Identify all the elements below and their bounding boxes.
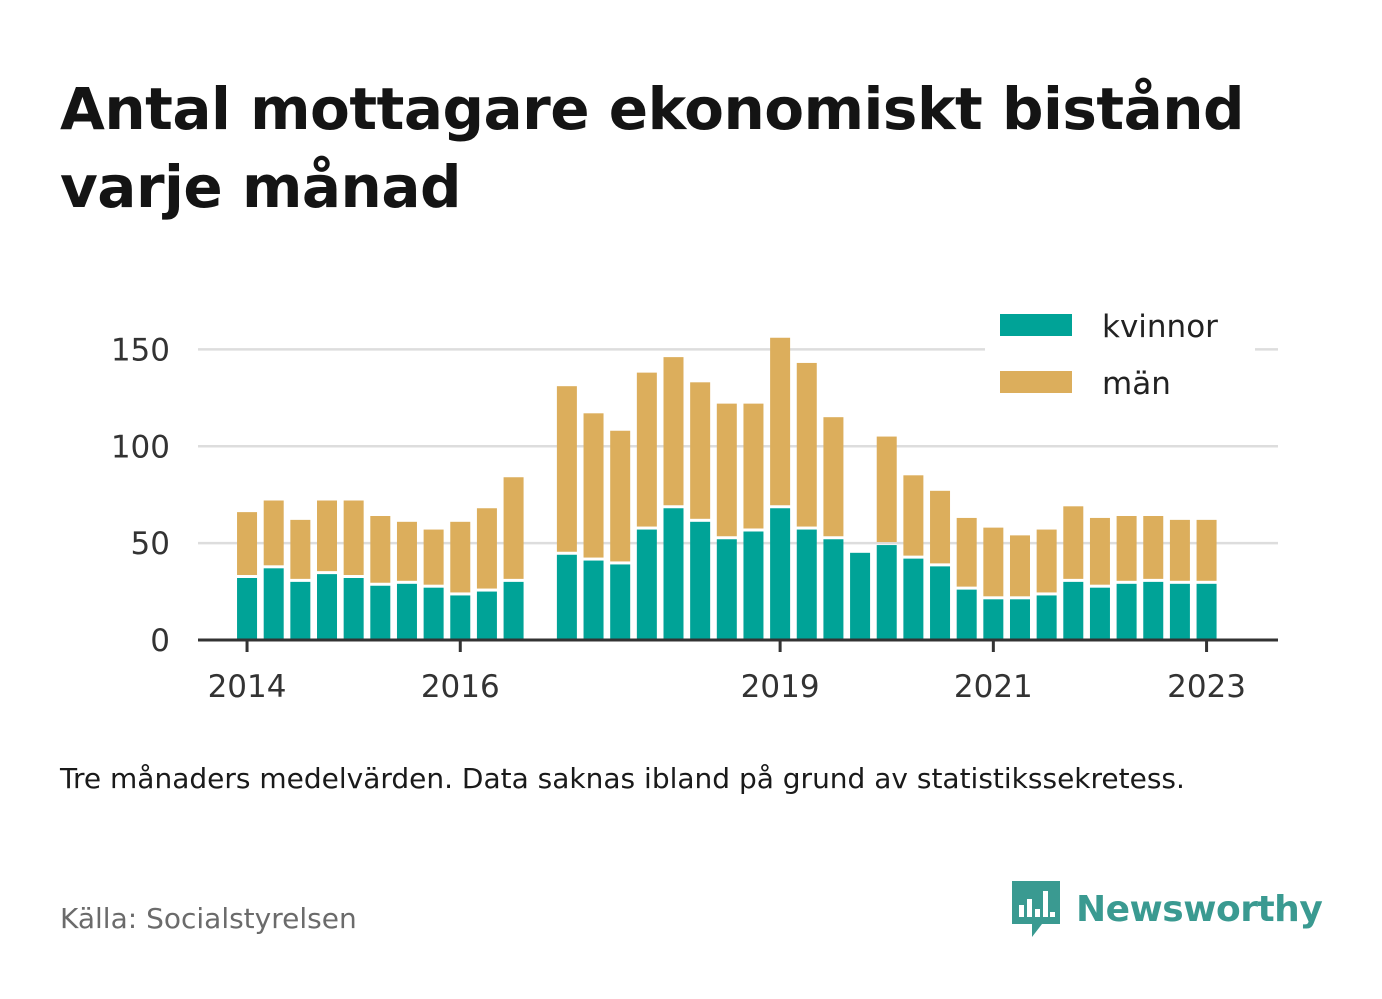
bar-man-14[interactable] [636,372,657,527]
source-credit: Källa: Socialstyrelsen [60,902,357,935]
bar-man-18[interactable] [743,403,764,529]
bar-man-27[interactable] [983,527,1004,597]
bar-kvinnor-25[interactable] [930,566,951,640]
x-tick-label-2023: 2023 [1167,669,1246,705]
bar-kvinnor-14[interactable] [636,529,657,640]
bar-kvinnor-30[interactable] [1063,581,1084,640]
bar-man-4[interactable] [343,500,364,576]
bar-man-3[interactable] [317,500,338,572]
legend: kvinnor män [985,304,1255,404]
bar-man-32[interactable] [1116,516,1137,581]
y-tick-label-50: 50 [131,526,170,562]
bar-kvinnor-8[interactable] [450,595,471,640]
bar-kvinnor-34[interactable] [1169,583,1190,640]
bar-man-9[interactable] [476,508,497,589]
bar-kvinnor-4[interactable] [343,578,364,640]
bar-man-23[interactable] [876,436,897,543]
bar-kvinnor-17[interactable] [716,539,737,640]
bar-man-31[interactable] [1089,517,1110,585]
bar-kvinnor-32[interactable] [1116,583,1137,640]
y-tick-label-0: 0 [150,623,170,659]
bar-man-34[interactable] [1169,519,1190,581]
bar-man-7[interactable] [423,529,444,585]
bar-man-30[interactable] [1063,506,1084,579]
chart-note: Tre månaders medelvärden. Data saknas ib… [60,762,1185,795]
bar-man-12[interactable] [583,413,604,558]
x-tick-label-2019: 2019 [741,669,820,705]
bar-kvinnor-9[interactable] [476,591,497,640]
bar-kvinnor-31[interactable] [1089,587,1110,640]
chart-title: Antal mottagare ekonomiskt bistånd varje… [60,75,1245,221]
bar-man-20[interactable] [796,362,817,527]
bar-man-13[interactable] [610,430,631,562]
bar-man-21[interactable] [823,417,844,537]
bar-kvinnor-29[interactable] [1036,595,1057,640]
brand-logo[interactable]: Newsworthy [1010,878,1323,940]
bar-man-2[interactable] [290,519,311,579]
bar-kvinnor-28[interactable] [1009,599,1030,640]
bar-kvinnor-11[interactable] [556,554,577,640]
x-tick-label-2014: 2014 [208,669,287,705]
bar-kvinnor-5[interactable] [370,585,391,640]
bar-kvinnor-23[interactable] [876,545,897,640]
axes: 0 50 100 150 2014 2016 2019 2021 2023 [111,332,1278,705]
bar-man-26[interactable] [956,517,977,587]
bar-kvinnor-2[interactable] [290,581,311,640]
bar-kvinnor-0[interactable] [237,578,258,640]
bar-kvinnor-18[interactable] [743,531,764,641]
legend-label-man: män [1102,366,1171,402]
x-tick-label-2016: 2016 [421,669,500,705]
bar-kvinnor-16[interactable] [690,521,711,640]
bar-man-17[interactable] [716,403,737,537]
bars [237,337,1217,641]
bar-kvinnor-12[interactable] [583,560,604,640]
x-tick-label-2021: 2021 [954,669,1033,705]
y-tick-label-150: 150 [111,332,170,368]
legend-swatch-man [1000,371,1072,393]
bar-man-16[interactable] [690,382,711,519]
legend-label-kvinnor: kvinnor [1102,309,1218,345]
bar-man-28[interactable] [1009,535,1030,597]
bar-kvinnor-26[interactable] [956,589,977,640]
bar-man-6[interactable] [396,521,417,581]
bar-kvinnor-3[interactable] [317,574,338,640]
bar-man-25[interactable] [930,490,951,564]
bar-kvinnor-33[interactable] [1143,581,1164,640]
bar-man-0[interactable] [237,512,258,575]
bar-kvinnor-21[interactable] [823,539,844,640]
bar-man-15[interactable] [663,357,684,506]
bar-kvinnor-27[interactable] [983,599,1004,640]
bar-man-19[interactable] [770,337,791,506]
bar-man-24[interactable] [903,475,924,556]
bar-kvinnor-10[interactable] [503,581,524,640]
legend-swatch-kvinnor [1000,314,1072,336]
bar-kvinnor-7[interactable] [423,587,444,640]
bar-kvinnor-19[interactable] [770,508,791,640]
bar-kvinnor-1[interactable] [263,568,284,640]
bar-kvinnor-13[interactable] [610,564,631,640]
y-tick-label-100: 100 [111,429,170,465]
brand-name: Newsworthy [1076,888,1323,930]
bar-man-8[interactable] [450,521,471,593]
bar-kvinnor-20[interactable] [796,529,817,640]
bar-man-33[interactable] [1143,516,1164,579]
bar-kvinnor-22[interactable] [850,552,871,640]
bar-man-11[interactable] [556,386,577,552]
bar-chart: 0 50 100 150 2014 2016 2019 2021 2023 kvinnor mä… [111,304,1278,705]
bar-kvinnor-24[interactable] [903,558,924,640]
bar-kvinnor-15[interactable] [663,508,684,640]
bar-kvinnor-6[interactable] [396,583,417,640]
bar-man-1[interactable] [263,500,284,566]
bar-kvinnor-35[interactable] [1196,583,1217,640]
newsworthy-logo-icon [1012,881,1060,937]
bar-man-35[interactable] [1196,519,1217,581]
bar-man-10[interactable] [503,477,524,579]
bar-man-5[interactable] [370,516,391,583]
bar-man-29[interactable] [1036,529,1057,593]
